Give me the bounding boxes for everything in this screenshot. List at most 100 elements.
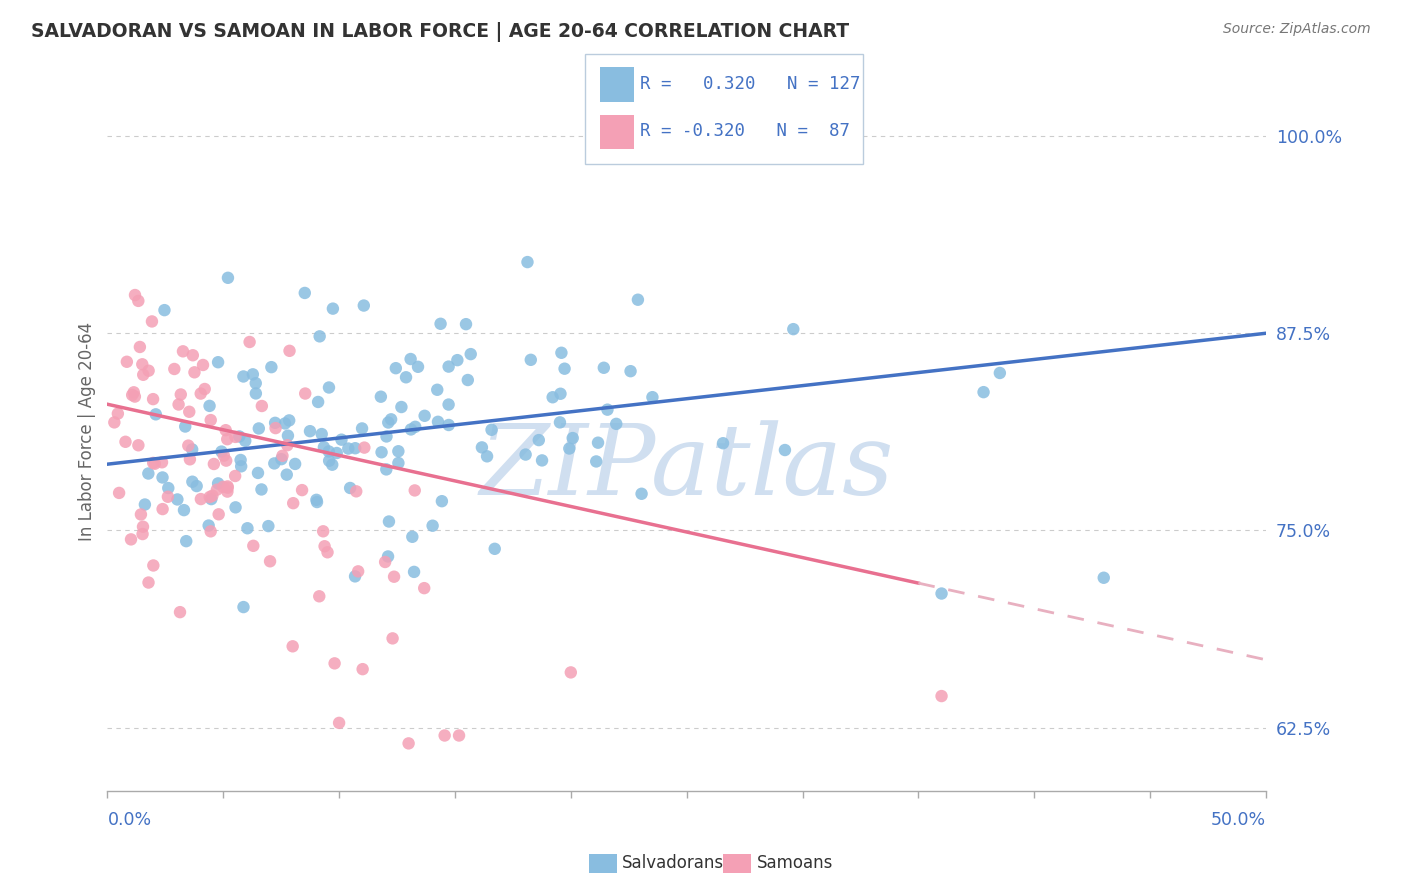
Point xyxy=(224,430,246,444)
Point xyxy=(592,360,614,375)
Point xyxy=(294,285,316,300)
Point xyxy=(264,421,287,435)
Point xyxy=(433,729,456,743)
Point xyxy=(242,368,264,382)
Point xyxy=(108,486,131,500)
Point xyxy=(527,433,550,447)
Point xyxy=(217,432,239,446)
Point xyxy=(554,361,576,376)
Point xyxy=(311,427,333,442)
Point xyxy=(437,359,460,374)
Point xyxy=(120,533,142,547)
Point xyxy=(312,524,335,539)
Point xyxy=(430,494,453,508)
Point xyxy=(404,483,426,498)
Point xyxy=(596,402,619,417)
Point xyxy=(264,416,287,430)
Point xyxy=(337,442,360,456)
Point xyxy=(353,299,375,313)
Point xyxy=(541,390,564,404)
Point xyxy=(228,429,250,443)
Point xyxy=(370,390,392,404)
Point xyxy=(328,715,350,730)
Point xyxy=(274,417,297,431)
Point xyxy=(402,565,425,579)
Point xyxy=(194,382,217,396)
Point xyxy=(344,484,367,499)
Point xyxy=(166,492,188,507)
Point xyxy=(174,534,197,549)
Point xyxy=(167,397,190,411)
Point xyxy=(550,345,572,359)
Point xyxy=(131,357,153,371)
Point xyxy=(245,386,267,401)
Text: Source: ZipAtlas.com: Source: ZipAtlas.com xyxy=(1223,22,1371,37)
Point xyxy=(152,502,174,516)
Point xyxy=(131,527,153,541)
Point xyxy=(413,409,436,423)
Point xyxy=(207,355,229,369)
Point xyxy=(127,438,149,452)
Point xyxy=(239,334,262,349)
Point xyxy=(308,589,330,603)
Point xyxy=(172,344,194,359)
Point xyxy=(173,503,195,517)
Point xyxy=(281,640,304,654)
Point xyxy=(318,380,340,394)
Point xyxy=(931,689,953,703)
Point xyxy=(711,436,734,450)
Point xyxy=(200,524,222,539)
Point xyxy=(250,483,273,497)
Point xyxy=(605,417,627,431)
Text: R =   0.320   N = 127: R = 0.320 N = 127 xyxy=(640,75,860,93)
Point xyxy=(619,364,641,378)
Point xyxy=(323,657,346,671)
Point xyxy=(307,395,329,409)
Point xyxy=(181,348,204,362)
Point xyxy=(318,454,340,468)
Point xyxy=(217,479,239,493)
Point xyxy=(375,429,398,443)
Point xyxy=(198,490,221,504)
Point xyxy=(318,444,340,458)
Point xyxy=(191,358,214,372)
Point xyxy=(973,385,995,400)
Point xyxy=(190,492,212,507)
Point xyxy=(347,565,370,579)
Text: 0.0%: 0.0% xyxy=(107,811,152,829)
Point xyxy=(271,449,294,463)
Point xyxy=(205,483,228,497)
Point xyxy=(229,453,252,467)
Point xyxy=(326,446,349,460)
Point xyxy=(163,362,186,376)
Point xyxy=(170,387,193,401)
Point xyxy=(278,413,301,427)
Point xyxy=(260,360,283,375)
Point xyxy=(378,515,401,529)
Point xyxy=(183,365,205,379)
Point xyxy=(156,490,179,504)
Point xyxy=(153,303,176,318)
Point xyxy=(782,322,804,336)
Point xyxy=(143,457,166,471)
Point xyxy=(278,343,301,358)
Text: Salvadorans: Salvadorans xyxy=(621,855,724,872)
Point xyxy=(475,450,498,464)
Point xyxy=(484,541,506,556)
Point xyxy=(236,521,259,535)
Point xyxy=(988,366,1011,380)
Point xyxy=(276,467,298,482)
Point xyxy=(132,368,155,382)
Point xyxy=(413,581,436,595)
Point xyxy=(314,539,336,553)
Point xyxy=(124,288,146,302)
Point xyxy=(246,466,269,480)
Point xyxy=(454,317,477,331)
Point xyxy=(225,500,247,515)
Point xyxy=(215,423,238,437)
Point xyxy=(627,293,650,307)
Point xyxy=(132,519,155,533)
Point xyxy=(141,314,163,328)
Point xyxy=(291,483,314,497)
Point xyxy=(322,301,344,316)
